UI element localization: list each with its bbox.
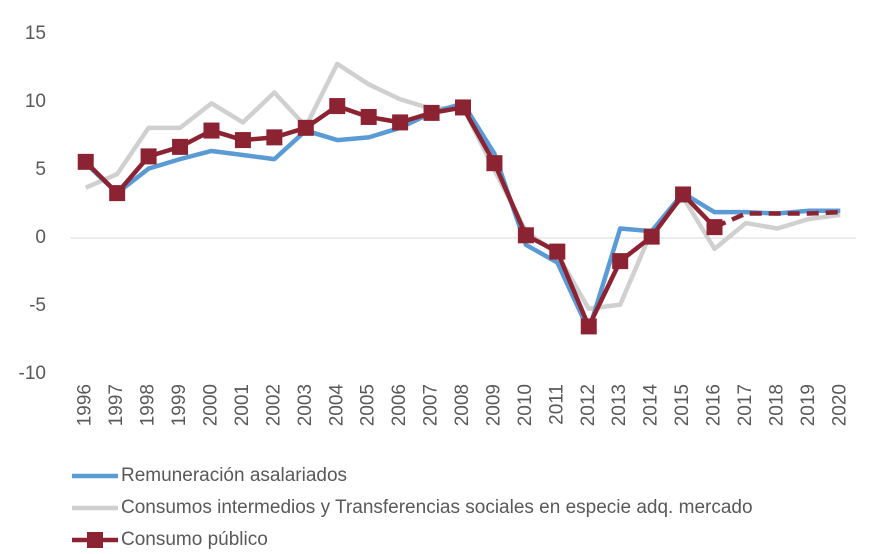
y-tick-label: 15: [25, 23, 46, 44]
x-tick-label: 2011: [546, 384, 567, 425]
x-tick-label: 2019: [798, 384, 819, 426]
marker: [486, 155, 503, 172]
x-tick-label: 1998: [138, 384, 159, 426]
y-tick-label: 5: [35, 159, 46, 180]
marker: [77, 153, 94, 170]
series-line: [713, 209, 841, 230]
marker: [549, 243, 566, 260]
marker: [423, 104, 440, 121]
x-tick-label: 2018: [766, 384, 787, 426]
marker: [675, 186, 692, 203]
legend-label: Consumo público: [121, 529, 268, 550]
marker: [643, 228, 660, 245]
y-tick-label: -5: [29, 295, 46, 316]
x-tick-label: 2016: [704, 384, 725, 426]
legend-label: Consumos intermedios y Transferencias so…: [121, 497, 753, 518]
x-tick-label: 2013: [609, 384, 630, 426]
marker: [455, 99, 471, 116]
marker: [360, 108, 377, 125]
x-tick-label: 2007: [421, 384, 442, 426]
marker: [517, 227, 534, 244]
x-tick-label: 2015: [672, 384, 693, 426]
x-tick-label: 1999: [169, 384, 190, 426]
y-tick-label: 0: [35, 227, 46, 248]
marker: [140, 148, 157, 165]
x-tick-label: 1997: [106, 384, 127, 426]
marker: [329, 98, 346, 115]
x-tick-label: 2010: [515, 384, 536, 426]
marker: [392, 114, 409, 131]
x-tick-label: 2014: [641, 384, 662, 427]
marker: [612, 253, 629, 270]
marker: [234, 132, 251, 149]
x-tick-label: 2003: [295, 384, 316, 426]
marker: [266, 129, 283, 146]
marker: [203, 122, 220, 139]
x-tick-label: 2017: [735, 384, 756, 426]
x-tick-label: 2004: [326, 384, 347, 427]
y-tick-label: -10: [19, 363, 46, 384]
x-tick-label: 2005: [358, 384, 379, 426]
marker: [706, 219, 723, 236]
x-tick-label: 2006: [389, 384, 410, 426]
x-tick-label: 2012: [578, 384, 599, 426]
y-tick-label: 10: [25, 91, 46, 112]
legend-marker: [87, 532, 103, 548]
marker: [580, 318, 597, 335]
x-tick-label: 1996: [75, 384, 96, 426]
marker: [172, 138, 189, 155]
x-tick-label: 2001: [232, 384, 253, 426]
legend-label: Remuneración asalariados: [121, 465, 347, 486]
x-tick-label: 2020: [829, 384, 850, 426]
marker: [297, 119, 314, 136]
x-tick-label: 2009: [483, 384, 504, 426]
x-tick-label: 2008: [452, 384, 473, 426]
x-tick-label: 2000: [200, 384, 221, 426]
x-tick-label: 2002: [263, 384, 284, 426]
marker: [109, 185, 126, 202]
